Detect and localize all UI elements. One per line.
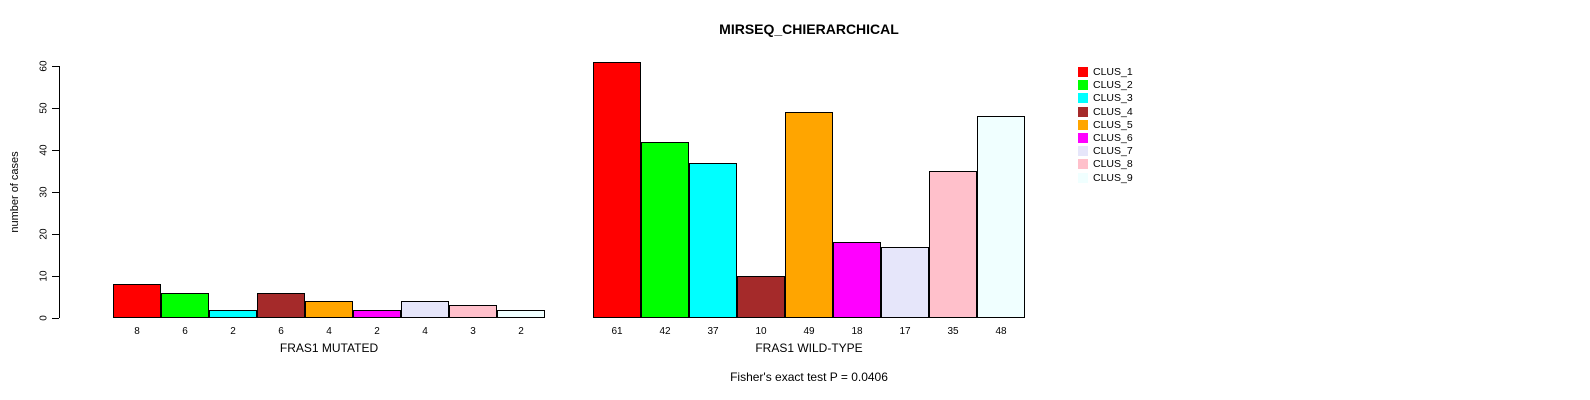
chart-title: MIRSEQ_CHIERARCHICAL xyxy=(719,21,899,37)
legend-label-clus_1: CLUS_1 xyxy=(1093,66,1133,78)
bar-value-label: 2 xyxy=(374,326,380,337)
bar-clus_9-group-0 xyxy=(497,310,545,318)
bar-clus_1-group-0 xyxy=(113,284,161,318)
legend-swatch-clus_9 xyxy=(1078,172,1088,183)
y-axis-tick-0 xyxy=(52,317,59,319)
legend-label-clus_5: CLUS_5 xyxy=(1093,118,1133,131)
bar-value-label: 4 xyxy=(422,326,428,337)
bar-clus_8-group-1 xyxy=(929,171,977,318)
bar-clus_2-group-0 xyxy=(161,293,209,318)
bar-value-label: 10 xyxy=(755,326,767,337)
bar-value-label: 8 xyxy=(134,326,140,337)
bar-value-label: 48 xyxy=(995,326,1007,337)
y-axis-tick-30 xyxy=(52,191,59,193)
legend-label-clus_7: CLUS_7 xyxy=(1093,145,1133,158)
legend-label-clus_6: CLUS_6 xyxy=(1093,132,1133,144)
bar-value-label: 37 xyxy=(707,326,719,337)
bar-value-label: 35 xyxy=(947,326,959,337)
bar-value-label: 2 xyxy=(518,326,524,337)
bar-clus_5-group-1 xyxy=(785,112,833,318)
legend-swatch-clus_5 xyxy=(1078,119,1088,130)
bar-clus_6-group-0 xyxy=(353,310,401,318)
bar-value-label: 3 xyxy=(470,326,476,337)
legend-swatch-clus_2 xyxy=(1078,80,1088,91)
bar-clus_8-group-0 xyxy=(449,305,497,318)
bar-value-label: 18 xyxy=(851,326,863,337)
bar-clus_1-group-1 xyxy=(593,62,641,318)
bar-clus_4-group-1 xyxy=(737,276,785,318)
bar-value-label: 6 xyxy=(182,326,188,337)
bar-clus_7-group-0 xyxy=(401,301,449,318)
bar-value-label: 61 xyxy=(611,326,623,337)
bar-value-label: 4 xyxy=(326,326,332,337)
y-axis-tick-label-50: 50 xyxy=(38,102,50,114)
bar-clus_3-group-0 xyxy=(209,310,257,318)
y-axis-tick-label-40: 40 xyxy=(38,144,50,156)
y-axis-tick-50 xyxy=(52,107,59,109)
bar-clus_3-group-1 xyxy=(689,163,737,318)
bar-clus_6-group-1 xyxy=(833,242,881,318)
legend-swatch-clus_8 xyxy=(1078,159,1088,170)
bar-value-label: 49 xyxy=(803,326,815,337)
legend-swatch-clus_7 xyxy=(1078,146,1088,157)
y-axis-line xyxy=(59,66,60,318)
legend-swatch-clus_6 xyxy=(1078,133,1088,143)
y-axis-tick-label-60: 60 xyxy=(38,60,50,72)
legend-swatch-clus_4 xyxy=(1078,106,1088,117)
legend-label-clus_4: CLUS_4 xyxy=(1093,105,1133,118)
bar-value-label: 17 xyxy=(899,326,911,337)
legend-label-clus_2: CLUS_2 xyxy=(1093,79,1133,92)
bar-clus_9-group-1 xyxy=(977,116,1025,318)
fisher-test-annotation: Fisher's exact test P = 0.0406 xyxy=(730,370,888,384)
legend-label-clus_3: CLUS_3 xyxy=(1093,92,1133,105)
bar-value-label: 42 xyxy=(659,326,671,337)
bar-clus_7-group-1 xyxy=(881,247,929,318)
y-axis-tick-label-30: 30 xyxy=(38,186,50,198)
y-axis-tick-10 xyxy=(52,275,59,277)
y-axis-label: number of cases xyxy=(9,151,21,233)
bar-clus_5-group-0 xyxy=(305,301,353,318)
legend-swatch-clus_1 xyxy=(1078,67,1088,77)
y-axis-tick-label-0: 0 xyxy=(38,315,50,321)
x-axis-label-fras1-mutated: FRAS1 MUTATED xyxy=(279,341,379,355)
bar-value-label: 6 xyxy=(278,326,284,337)
y-axis-tick-20 xyxy=(52,233,59,235)
legend-label-clus_9: CLUS_9 xyxy=(1093,171,1133,184)
bar-clus_2-group-1 xyxy=(641,142,689,318)
y-axis-tick-label-10: 10 xyxy=(38,270,50,282)
legend-label-clus_8: CLUS_8 xyxy=(1093,158,1133,171)
y-axis-tick-label-20: 20 xyxy=(38,228,50,240)
legend-swatch-clus_3 xyxy=(1078,93,1088,104)
bar-clus_4-group-0 xyxy=(257,293,305,318)
x-axis-label-fras1-wild-type: FRAS1 WILD-TYPE xyxy=(755,341,863,355)
y-axis-tick-60 xyxy=(52,65,59,67)
y-axis-tick-40 xyxy=(52,149,59,151)
bar-value-label: 2 xyxy=(230,326,236,337)
